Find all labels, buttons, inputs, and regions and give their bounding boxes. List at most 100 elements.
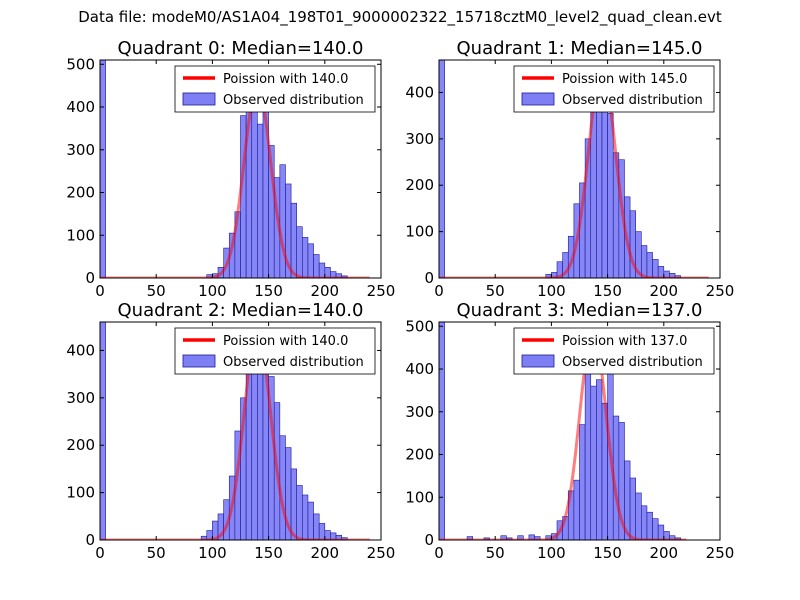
x-tick-label: 150 xyxy=(254,282,283,300)
histogram-bar xyxy=(100,60,106,278)
histogram-bar xyxy=(439,322,445,540)
y-tick-label: 500 xyxy=(66,55,95,73)
poisson-curve xyxy=(100,84,371,278)
histogram-bar xyxy=(324,267,331,278)
y-tick-label: 100 xyxy=(66,226,95,244)
histogram-bar xyxy=(307,243,314,278)
histogram-bar xyxy=(257,352,264,540)
x-tick-label: 200 xyxy=(310,282,339,300)
histogram-bar xyxy=(652,259,659,278)
histogram-bar xyxy=(573,479,580,540)
y-tick-label: 400 xyxy=(66,98,95,116)
histogram-bar xyxy=(313,513,320,540)
histogram-bar xyxy=(296,226,303,278)
y-tick-label: 300 xyxy=(405,403,434,421)
histogram-bar xyxy=(629,477,637,540)
y-tick-label: 400 xyxy=(405,360,434,378)
y-tick-label: 300 xyxy=(66,141,95,159)
histogram-bar xyxy=(318,262,326,278)
panel-title: Quadrant 1: Median=145.0 xyxy=(457,38,703,59)
histogram-bar xyxy=(657,266,665,278)
histogram-bar xyxy=(313,254,320,278)
legend-label-poisson: Poission with 140.0 xyxy=(223,334,348,349)
histogram-bar xyxy=(302,494,309,540)
y-tick-label: 400 xyxy=(405,83,434,101)
poisson-curve xyxy=(100,329,371,540)
panel-title: Quadrant 2: Median=140.0 xyxy=(118,300,364,321)
legend: Poission with 137.0 Observed distribution xyxy=(513,327,715,375)
histogram-bar xyxy=(596,379,603,540)
histogram-bar xyxy=(290,468,297,540)
histogram-bar xyxy=(596,82,603,278)
figure-suptitle: Data file: modeM0/AS1A04_198T01_90000023… xyxy=(78,8,722,26)
axes-frame xyxy=(438,321,721,541)
legend-label-observed: Observed distribution xyxy=(562,93,703,108)
histogram-bar xyxy=(251,102,258,278)
y-tick-label: 200 xyxy=(405,176,434,194)
legend-label-observed: Observed distribution xyxy=(223,93,364,108)
panel-title: Quadrant 0: Median=140.0 xyxy=(118,38,364,59)
axes-frame xyxy=(438,59,721,279)
quadrant-1-panel: 0 50 100 150 200 250 0 100 200 300 400 Quadrant 1: … xyxy=(405,38,734,300)
x-tick-label: 150 xyxy=(593,544,622,562)
legend: Poission with 145.0 Observed distribution xyxy=(513,65,715,113)
histogram-bar xyxy=(657,524,665,540)
axes-frame xyxy=(99,321,382,541)
x-tick-label: 200 xyxy=(649,282,678,300)
histogram-bar xyxy=(257,123,264,278)
histogram-bar xyxy=(579,424,586,540)
legend: Poission with 140.0 Observed distribution xyxy=(174,65,376,113)
x-tick-label: 100 xyxy=(198,282,227,300)
y-tick-label: 200 xyxy=(66,436,95,454)
x-tick-label: 100 xyxy=(198,544,227,562)
x-tick-label: 50 xyxy=(486,282,505,300)
histogram-bar xyxy=(646,252,653,278)
histogram-bar xyxy=(635,492,642,540)
x-tick-label: 250 xyxy=(706,544,735,562)
quadrant-2-panel: 0 50 100 150 200 250 0 100 200 300 400 Quadrant 2: … xyxy=(66,300,395,562)
y-tick-label: 500 xyxy=(405,317,434,335)
legend-label-observed: Observed distribution xyxy=(223,355,364,370)
x-tick-label: 150 xyxy=(593,282,622,300)
legend-bar-swatch xyxy=(521,92,555,106)
histogram-bar xyxy=(302,237,309,278)
y-tick-label: 0 xyxy=(85,531,95,549)
legend-label-poisson: Poission with 137.0 xyxy=(562,334,687,349)
panel-title: Quadrant 3: Median=137.0 xyxy=(457,300,703,321)
x-tick-label: 50 xyxy=(147,544,166,562)
histogram-bar xyxy=(279,164,286,278)
legend-bar-swatch xyxy=(182,354,216,368)
y-tick-label: 100 xyxy=(405,223,434,241)
x-tick-label: 150 xyxy=(254,544,283,562)
legend-label-poisson: Poission with 145.0 xyxy=(562,72,687,87)
legend-bar-swatch xyxy=(521,354,555,368)
histogram-bar xyxy=(584,372,592,540)
x-tick-label: 50 xyxy=(486,544,505,562)
x-tick-label: 100 xyxy=(537,282,566,300)
x-tick-label: 0 xyxy=(95,282,105,300)
histogram-bar xyxy=(296,485,303,540)
y-tick-label: 0 xyxy=(85,269,95,287)
histogram-bar xyxy=(646,511,653,540)
histogram-bar xyxy=(641,245,648,278)
y-tick-label: 400 xyxy=(66,341,95,359)
quadrant-0-panel: 0 50 100 150 200 250 0 100 200 300 400 500 Quadrant … xyxy=(66,38,395,300)
x-tick-label: 0 xyxy=(434,282,444,300)
histogram-bar xyxy=(307,501,314,540)
y-tick-label: 100 xyxy=(66,484,95,502)
axes-frame xyxy=(99,59,382,279)
x-tick-label: 250 xyxy=(706,282,735,300)
x-tick-label: 250 xyxy=(367,544,396,562)
histogram-bar xyxy=(641,505,648,540)
y-tick-label: 300 xyxy=(405,130,434,148)
x-tick-label: 50 xyxy=(147,282,166,300)
histogram-bar xyxy=(607,113,614,278)
x-tick-label: 200 xyxy=(649,544,678,562)
histogram-bar xyxy=(290,202,297,278)
histogram-bar xyxy=(439,60,445,278)
x-tick-label: 0 xyxy=(95,544,105,562)
quadrant-3-panel: 0 50 100 150 200 250 0 100 200 300 400 500 Quadrant … xyxy=(405,300,734,562)
legend: Poission with 140.0 Observed distribution xyxy=(174,327,376,375)
legend-bar-swatch xyxy=(182,92,216,106)
